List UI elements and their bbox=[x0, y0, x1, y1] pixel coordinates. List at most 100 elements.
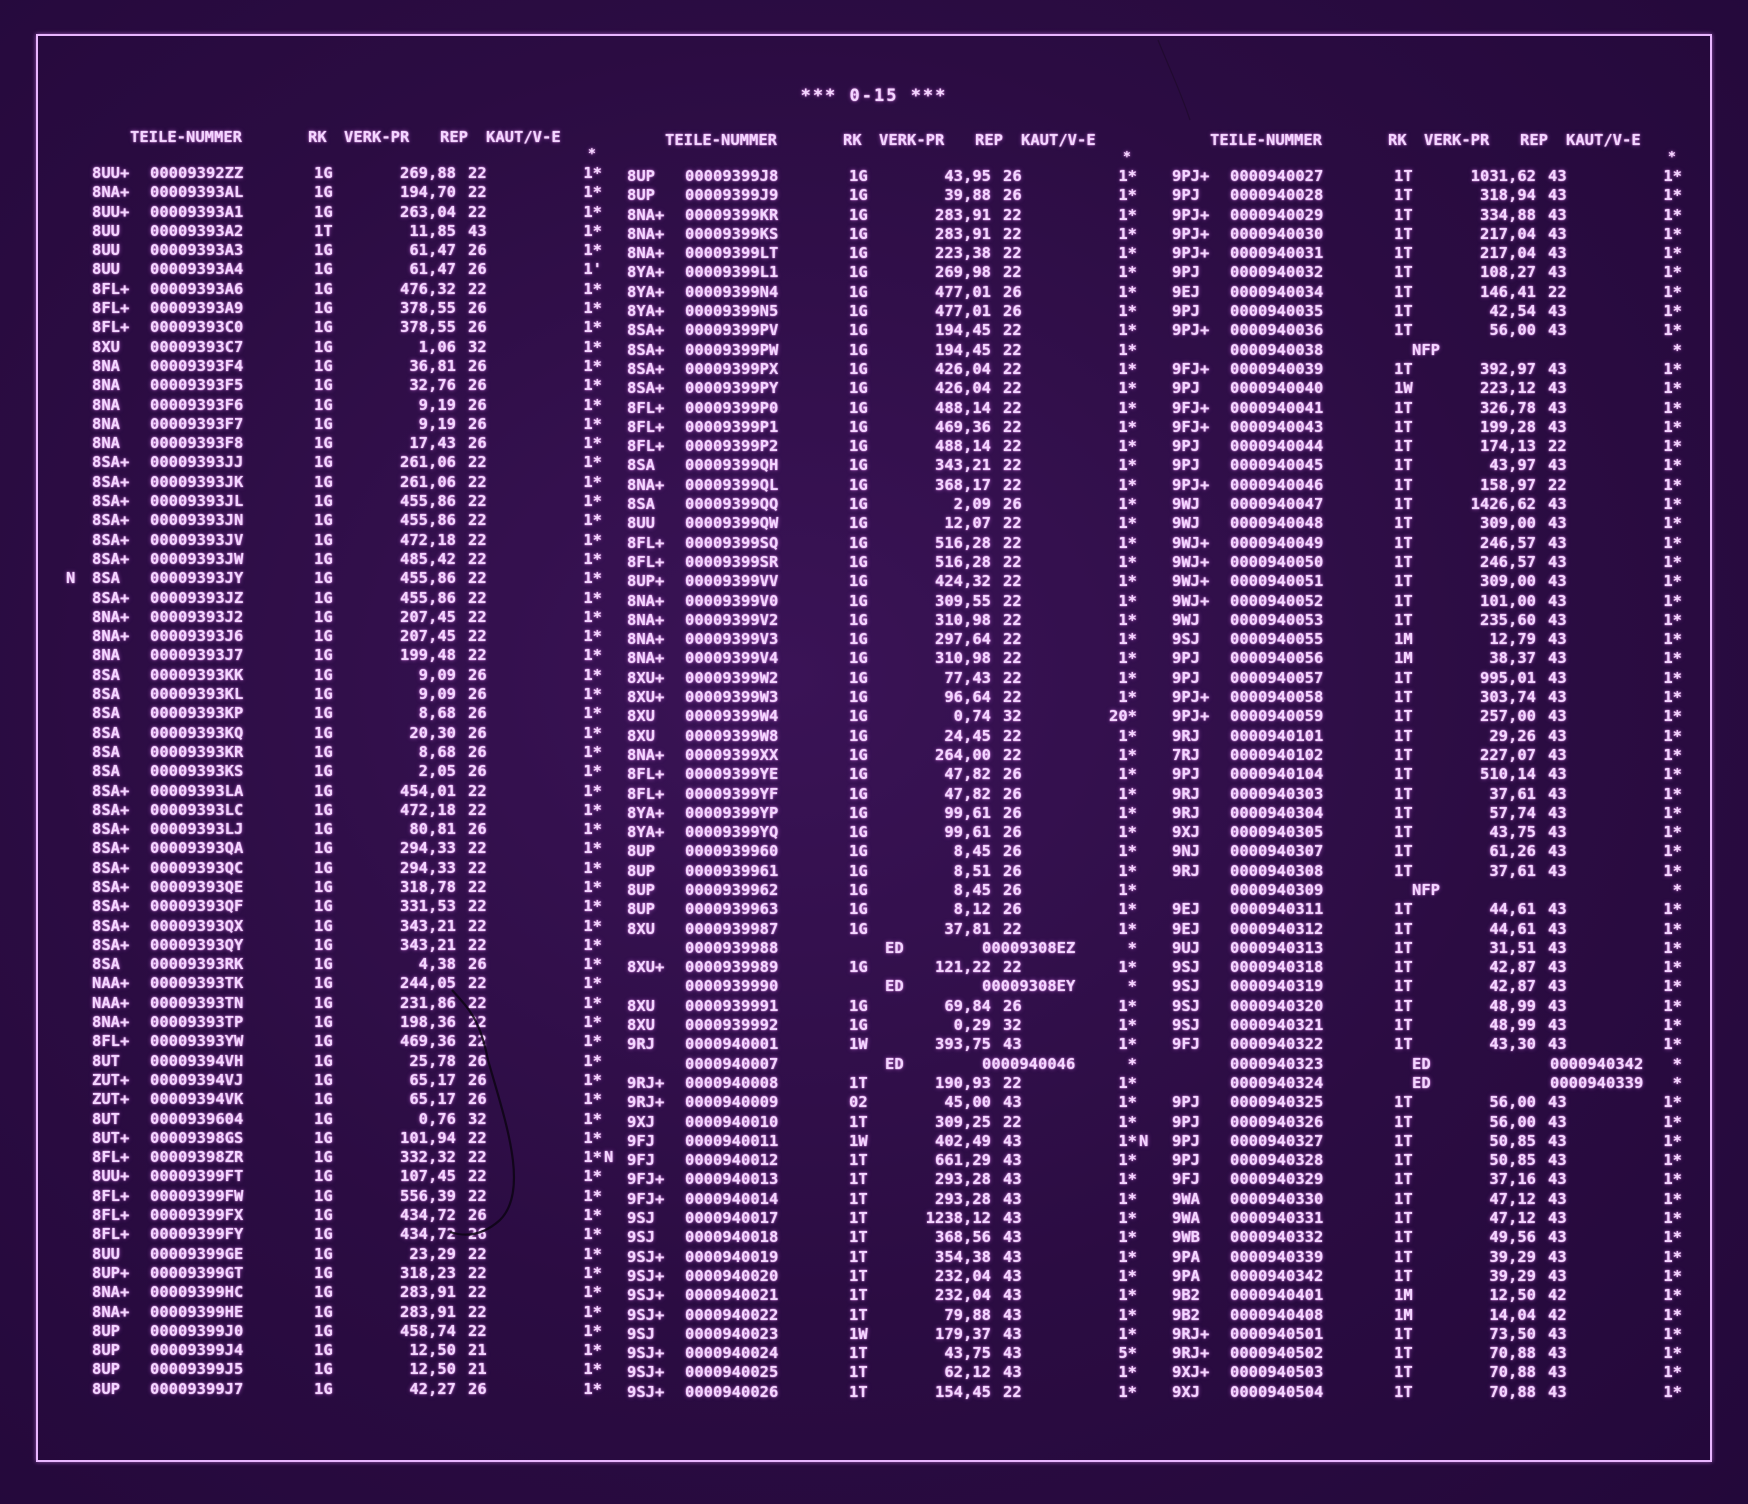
sale-price: 318,94 bbox=[1480, 186, 1536, 205]
rep-code: 43 bbox=[1003, 1209, 1022, 1228]
sale-price: 32,76 bbox=[409, 376, 456, 395]
rep-code: 26 bbox=[468, 260, 487, 279]
rk-code: 1G bbox=[314, 916, 333, 935]
sale-price: 9,19 bbox=[418, 395, 456, 414]
part-number: 0000940010 bbox=[685, 1112, 779, 1131]
series-code: 9RJ bbox=[1172, 726, 1200, 745]
rk-code: 1G bbox=[849, 282, 868, 301]
series-code: 9RJ+ bbox=[627, 1093, 665, 1112]
table-row: 8SA+ 00009399PX 1G 426,04 22 1* bbox=[627, 360, 1147, 379]
unit-quantity: 1* bbox=[583, 955, 602, 974]
series-code: 8UU+ bbox=[92, 164, 130, 182]
rep-code: 26 bbox=[1003, 803, 1022, 822]
rep-code: 22 bbox=[468, 492, 487, 511]
part-number: 0000940044 bbox=[1230, 437, 1324, 456]
sale-price: 310,98 bbox=[935, 649, 991, 668]
rep-code: 22 bbox=[1003, 244, 1022, 263]
sale-price: 217,04 bbox=[1480, 244, 1536, 263]
rk-code: 1T bbox=[849, 1209, 868, 1228]
series-code: 9RJ+ bbox=[627, 1073, 665, 1092]
part-number: 00009399QL bbox=[685, 475, 779, 494]
series-code: 8SA bbox=[92, 685, 120, 704]
table-row: 8YA+ 00009399N4 1G 477,01 26 1* bbox=[627, 283, 1147, 302]
unit-quantity: 1* bbox=[583, 1013, 602, 1032]
part-number: 00009399YE bbox=[685, 765, 779, 784]
rep-code: 26 bbox=[468, 395, 487, 414]
table-row: 8UP 0000939963 1G 8,12 26 1* bbox=[627, 900, 1147, 919]
rk-code: 1G bbox=[849, 167, 868, 185]
rk-code: 1G bbox=[314, 183, 333, 202]
unit-quantity: 1* bbox=[583, 492, 602, 511]
unit-quantity: 1* bbox=[583, 1186, 602, 1205]
rk-code: 1G bbox=[314, 1109, 333, 1128]
rk-code: 1T bbox=[1394, 726, 1413, 745]
rk-code: 1T bbox=[1394, 861, 1413, 880]
sale-price: 61,47 bbox=[409, 260, 456, 279]
unit-quantity: 1* bbox=[583, 1032, 602, 1051]
sale-price: 477,01 bbox=[935, 282, 991, 301]
replacement-number: 0000940046 bbox=[982, 1054, 1076, 1073]
rep-code: 22 bbox=[468, 1148, 487, 1167]
rep-code: 43 bbox=[1548, 688, 1567, 707]
table-row: 8NA+ 00009393J6 1G 207,45 22 1* bbox=[92, 627, 612, 646]
unit-quantity: 1* bbox=[583, 279, 602, 298]
unit-quantity: * bbox=[1127, 938, 1137, 957]
sale-price: 261,06 bbox=[400, 472, 456, 491]
part-number: 00009393C0 bbox=[150, 318, 244, 337]
part-number: 0000940012 bbox=[685, 1151, 779, 1170]
part-number: 00009399P0 bbox=[685, 398, 779, 417]
rep-code: 22 bbox=[468, 549, 487, 568]
sale-price: 8,12 bbox=[953, 900, 991, 919]
series-code: 8YA+ bbox=[627, 803, 665, 822]
rep-code: 22 bbox=[468, 511, 487, 530]
unit-quantity: 1* bbox=[1663, 823, 1682, 842]
rep-code: 22 bbox=[1003, 514, 1022, 533]
unit-quantity: 1* bbox=[1663, 456, 1682, 475]
rep-code: 26 bbox=[468, 955, 487, 974]
table-row: 9FJ+ 0000940041 1T 326,78 43 1* bbox=[1172, 399, 1692, 418]
rep-code: 22 bbox=[1003, 591, 1022, 610]
series-code: 8NA bbox=[92, 376, 120, 395]
series-code: 8XU bbox=[627, 1016, 655, 1035]
rep-code: 26 bbox=[468, 1090, 487, 1109]
sale-price: 244,05 bbox=[400, 974, 456, 993]
series-code: 9SJ+ bbox=[627, 1344, 665, 1363]
part-number: 0000939960 bbox=[685, 842, 779, 861]
table-row: 8XU 00009399W4 1G 0,74 32 20* bbox=[627, 707, 1147, 726]
rk-code: 1G bbox=[849, 919, 868, 938]
part-number: 00009394VJ bbox=[150, 1070, 244, 1089]
rk-code: 1T bbox=[1394, 244, 1413, 263]
rep-code: 43 bbox=[1548, 610, 1567, 629]
rep-code: 22 bbox=[1003, 398, 1022, 417]
rk-code: 02 bbox=[849, 1093, 868, 1112]
sale-price: 434,72 bbox=[400, 1206, 456, 1225]
table-row: 9WJ 0000940047 1T 1426,62 43 1* bbox=[1172, 495, 1692, 514]
sale-price: 283,91 bbox=[935, 224, 991, 243]
sale-price: 332,32 bbox=[400, 1148, 456, 1167]
unit-quantity: 1* bbox=[1118, 1324, 1137, 1343]
part-number: 0000940057 bbox=[1230, 668, 1324, 687]
rk-code: 1G bbox=[314, 434, 333, 453]
table-row: 8UU+ 00009393A1 1G 263,04 22 1* bbox=[92, 203, 612, 222]
unit-quantity: 1* bbox=[1118, 1286, 1137, 1305]
rk-code: 1G bbox=[849, 784, 868, 803]
part-number: 00009399HE bbox=[150, 1302, 244, 1321]
series-code: 8UP bbox=[92, 1360, 120, 1379]
rk-code: 1T bbox=[849, 1073, 868, 1092]
rep-code: 26 bbox=[468, 723, 487, 742]
rep-code: 32 bbox=[468, 1109, 487, 1128]
table-row: 8YA+ 00009399YQ 1G 99,61 26 1* bbox=[627, 823, 1147, 842]
header-rep: REP bbox=[1520, 131, 1548, 149]
part-number: 0000939989 bbox=[685, 958, 779, 977]
part-number: 00009399QH bbox=[685, 456, 779, 475]
unit-quantity: 1* bbox=[583, 164, 602, 182]
table-row: 8NA 00009393F6 1G 9,19 26 1* bbox=[92, 396, 612, 415]
rk-code: 1T bbox=[314, 221, 333, 240]
rk-code: 1T bbox=[849, 1170, 868, 1189]
rk-code: 1G bbox=[314, 472, 333, 491]
part-number: 0000940031 bbox=[1230, 244, 1324, 263]
table-row: 9WJ 0000940053 1T 235,60 43 1* bbox=[1172, 611, 1692, 630]
rk-code: 1G bbox=[314, 376, 333, 395]
table-row: 8XU+ 00009399W2 1G 77,43 22 1* bbox=[627, 669, 1147, 688]
sale-price: 57,74 bbox=[1489, 803, 1536, 822]
